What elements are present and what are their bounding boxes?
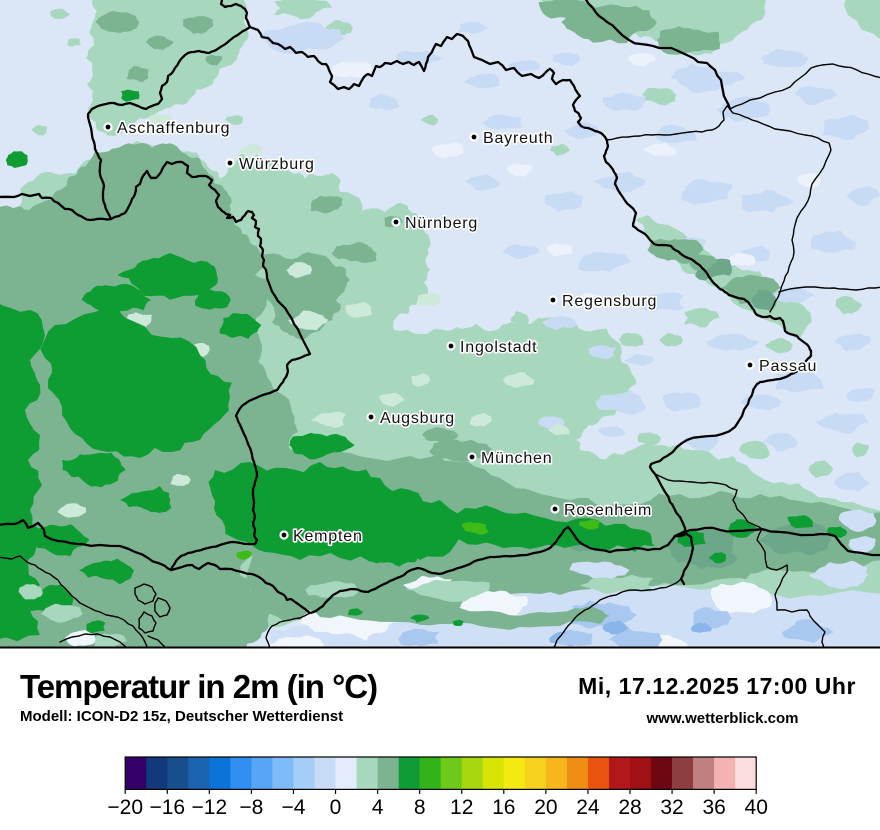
svg-text:Regensburg: Regensburg [562,293,657,310]
svg-text:Ingolstadt: Ingolstadt [460,339,537,356]
svg-text:32: 32 [660,796,683,819]
svg-text:16: 16 [492,796,515,819]
svg-text:Nürnberg: Nürnberg [405,215,478,232]
svg-text:20: 20 [534,796,557,819]
svg-text:Kempten: Kempten [293,528,363,545]
svg-text:Bayreuth: Bayreuth [483,130,553,147]
svg-text:40: 40 [745,796,768,819]
svg-text:Würzburg: Würzburg [239,156,315,173]
svg-text:Rosenheim: Rosenheim [564,502,652,519]
svg-text:36: 36 [702,796,725,819]
svg-text:−4: −4 [281,796,305,819]
svg-text:−16: −16 [149,796,185,819]
svg-text:4: 4 [372,796,384,819]
svg-text:12: 12 [450,796,473,819]
svg-text:Aschaffenburg: Aschaffenburg [117,120,230,137]
svg-text:Passau: Passau [759,358,817,375]
svg-text:−20: −20 [107,796,143,819]
svg-text:München: München [481,450,552,467]
svg-text:28: 28 [618,796,641,819]
svg-text:8: 8 [414,796,426,819]
svg-text:0: 0 [330,796,342,819]
svg-text:−12: −12 [192,796,228,819]
svg-text:24: 24 [576,796,600,819]
svg-text:−8: −8 [239,796,263,819]
svg-text:Augsburg: Augsburg [380,410,455,427]
